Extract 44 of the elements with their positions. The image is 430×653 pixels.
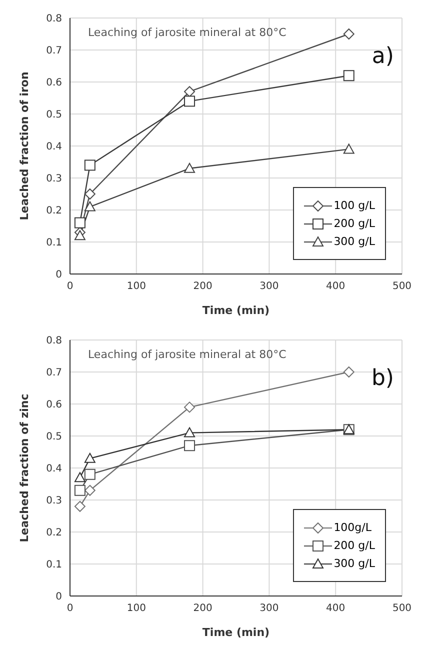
x-tick-label: 300	[260, 603, 279, 614]
x-axis-title: Time (min)	[202, 626, 270, 639]
x-tick-label: 300	[260, 281, 279, 292]
annotation: Leaching of jarosite mineral at 80°C	[88, 26, 286, 39]
y-tick-label: 0.3	[46, 496, 62, 507]
y-tick-label: 0.5	[46, 432, 62, 443]
x-tick-label: 100	[126, 603, 146, 614]
x-tick-label: 400	[326, 603, 346, 614]
annotation: a)	[372, 44, 394, 69]
y-tick-label: 0.8	[46, 336, 62, 347]
y-tick-label: 0.7	[46, 368, 62, 379]
y-tick-label: 0.4	[46, 464, 62, 475]
y-axis-title: Leached fraction of zinc	[18, 394, 31, 542]
y-tick-label: 0.1	[46, 238, 62, 249]
x-tick-label: 200	[193, 603, 212, 614]
annotation: Leaching of jarosite mineral at 80°C	[88, 348, 286, 361]
y-tick-label: 0.6	[46, 400, 62, 411]
y-tick-label: 0.8	[46, 14, 62, 25]
y-tick-label: 0.2	[46, 206, 62, 217]
legend-label: 100 g/L	[334, 199, 375, 212]
y-tick-label: 0.5	[46, 110, 62, 121]
x-tick-label: 500	[392, 603, 412, 614]
x-axis-title: Time (min)	[202, 304, 270, 317]
legend-label: 200 g/L	[334, 539, 375, 552]
y-tick-label: 0.4	[46, 142, 62, 153]
y-tick-label: 0.3	[46, 174, 62, 185]
y-tick-label: 0	[56, 270, 62, 281]
legend-label: 200 g/L	[334, 217, 375, 230]
annotation: b)	[371, 366, 394, 391]
x-tick-label: 0	[66, 603, 74, 614]
x-tick-label: 500	[392, 281, 412, 292]
x-tick-label: 200	[193, 281, 212, 292]
x-tick-label: 400	[326, 281, 346, 292]
y-axis-title: Leached fraction of iron	[18, 72, 31, 220]
legend-label: 300 g/L	[334, 557, 375, 570]
y-tick-label: 0.2	[46, 528, 62, 539]
y-tick-label: 0.7	[46, 46, 62, 57]
legend-label: 100g/L	[334, 521, 372, 534]
x-tick-label: 100	[126, 281, 146, 292]
y-tick-label: 0	[56, 592, 62, 603]
legend-label: 300 g/L	[334, 235, 375, 248]
y-tick-label: 0.6	[46, 78, 62, 89]
y-tick-label: 0.1	[46, 560, 62, 571]
x-tick-label: 0	[66, 281, 74, 292]
